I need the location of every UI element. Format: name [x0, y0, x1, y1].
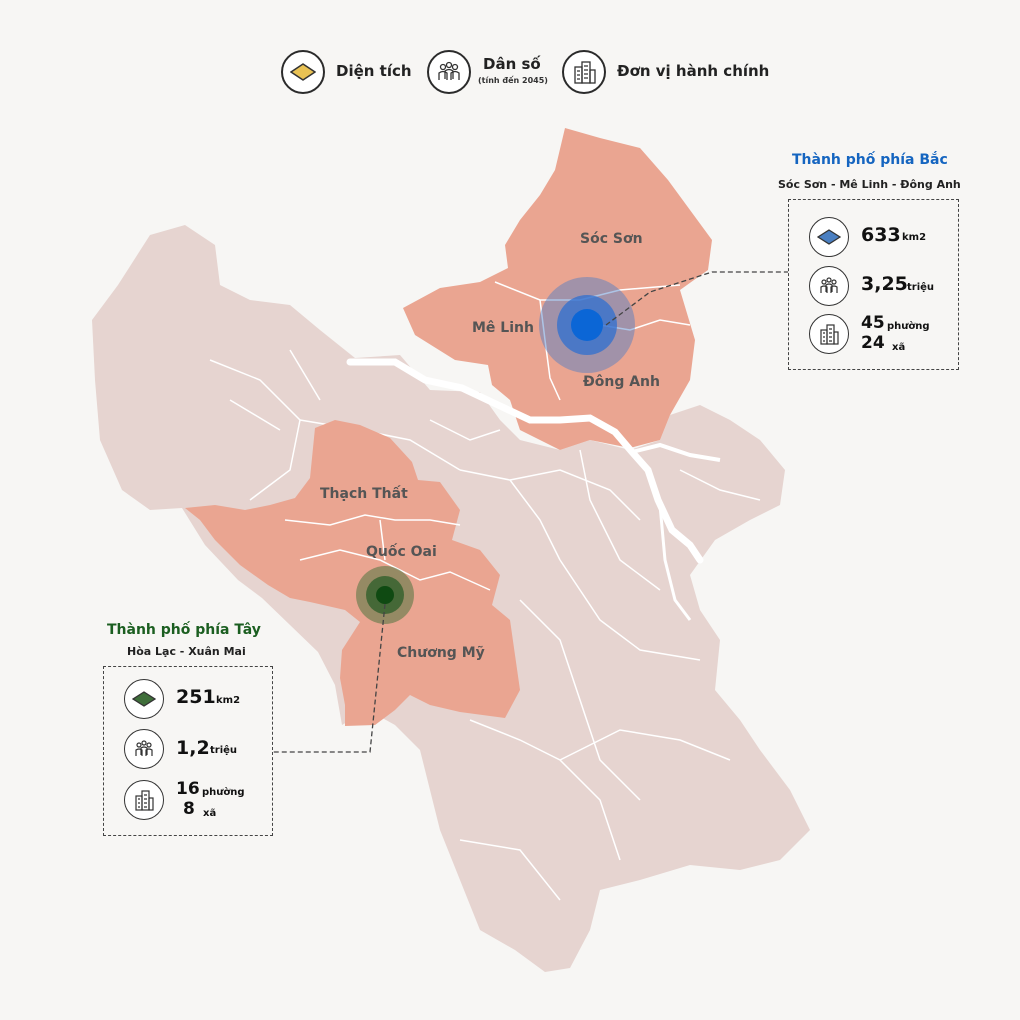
duong-river [631, 442, 721, 462]
north-wards-value: 45 [861, 313, 885, 333]
west-communes-unit: xã [203, 808, 217, 819]
north-city-connector [605, 271, 788, 326]
district-label-chuong-my: Chương Mỹ [397, 645, 485, 661]
population-icon [124, 729, 164, 769]
admin-icon [809, 314, 849, 354]
north-wards-unit: phường [887, 321, 930, 332]
west-wards-unit: phường [202, 787, 245, 798]
north-city-stats-box: 633 km2 3,25 triệu 45 phường 24 xã [788, 199, 959, 370]
west-area-value: 251 [176, 686, 216, 708]
red-river [346, 358, 704, 564]
area-icon [124, 679, 164, 719]
population-legend-note: (tính đến 2045) [478, 76, 548, 85]
north-communes-value: 24 [861, 333, 885, 353]
west-city-title: Thành phố phía Tây [107, 622, 261, 638]
river-branch [658, 504, 692, 621]
west-city-marker [356, 566, 414, 624]
north-population-unit: triệu [907, 282, 935, 293]
west-population-unit: triệu [210, 745, 238, 756]
north-city-subtitle: Sóc Sơn - Mê Linh - Đông Anh [778, 178, 961, 191]
west-city-stats-box: 251 km2 1,2 triệu 16 phường 8 xã [103, 666, 273, 836]
population-legend-icon [427, 50, 471, 94]
west-city-subtitle: Hòa Lạc - Xuân Mai [127, 645, 246, 658]
north-city-region [403, 128, 712, 450]
admin-legend-icon [562, 50, 606, 94]
north-city-marker [539, 277, 635, 373]
west-area-unit: km2 [216, 695, 241, 706]
district-label-dong-anh: Đông Anh [583, 374, 660, 390]
admin-legend-label: Đơn vị hành chính [617, 62, 770, 80]
district-label-soc-son: Sóc Sơn [580, 231, 643, 247]
west-communes-value: 8 [183, 799, 195, 819]
north-area-value: 633 [861, 224, 901, 246]
north-communes-unit: xã [892, 342, 906, 353]
area-legend-icon [281, 50, 325, 94]
population-legend-label: Dân số [483, 55, 541, 73]
area-icon [809, 217, 849, 257]
west-district-borders [284, 514, 491, 591]
north-city-title: Thành phố phía Bắc [792, 152, 948, 168]
area-legend-label: Diện tích [336, 62, 412, 80]
west-population-value: 1,2 [176, 737, 210, 759]
district-borders [209, 349, 761, 901]
district-label-thach-that: Thạch Thất [320, 486, 408, 502]
west-city-region [185, 420, 520, 726]
west-wards-value: 16 [176, 779, 200, 799]
north-population-value: 3,25 [861, 273, 908, 295]
west-city-connector [272, 603, 386, 753]
population-icon [809, 266, 849, 306]
district-label-quoc-oai: Quốc Oai [366, 544, 437, 560]
admin-icon [124, 780, 164, 820]
district-label-me-linh: Mê Linh [472, 320, 534, 336]
north-area-unit: km2 [902, 232, 927, 243]
